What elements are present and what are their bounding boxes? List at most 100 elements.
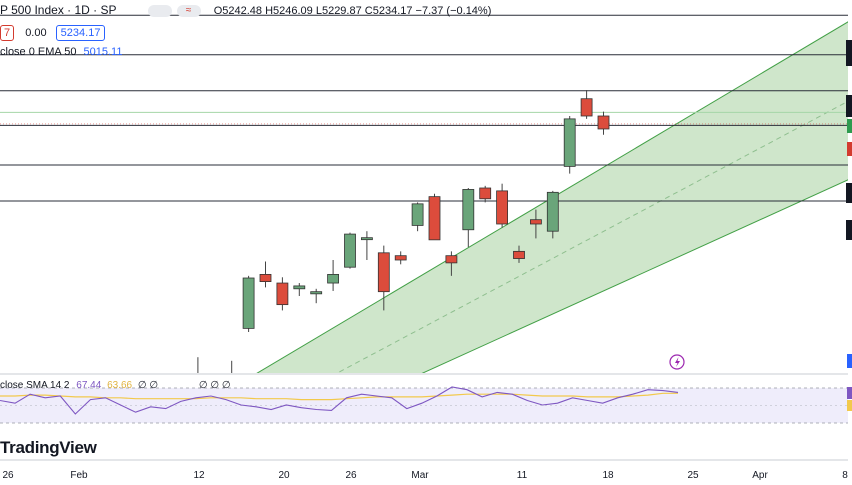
ema-label: close 0 EMA 50 [0, 46, 77, 58]
candle-24 [580, 90, 593, 119]
rsi-line [0, 386, 679, 415]
x-tick-label-6: 11 [517, 470, 528, 481]
x-tick-label-8: 25 [687, 470, 699, 481]
candle-18 [479, 185, 492, 203]
x-tick-label-3: 20 [278, 470, 290, 481]
candle-16 [445, 251, 458, 276]
rsi-sma-line [0, 392, 678, 401]
candle-body-11 [360, 237, 373, 241]
ohlc-values: O5242.48 H5246.09 L5229.87 C5234.17 −7.3… [213, 5, 492, 17]
candle-body-6 [276, 282, 289, 306]
x-tick-label-7: 18 [602, 470, 614, 481]
scale-marker-yellow [847, 400, 852, 411]
scale-marker-red [847, 142, 852, 156]
rsi-label: close SMA 14 2 [0, 380, 70, 391]
channel-median-line [336, 100, 848, 373]
rsi-value: 67.44 [76, 380, 102, 391]
candle-21 [530, 209, 542, 239]
x-tick-label-9: Apr [752, 470, 768, 481]
scale-marker-2 [846, 95, 852, 117]
candle-6 [276, 277, 289, 311]
channel-upper-line [256, 21, 848, 373]
candle-body-22 [546, 191, 559, 232]
scale-marker-3 [846, 183, 852, 203]
candle-13 [394, 251, 407, 265]
candle-14 [411, 202, 424, 232]
ask-badge: 5234.17 [55, 25, 106, 41]
candle-body-7 [293, 285, 306, 290]
symbol-legend: P 500 Index · 1D · SP ≈ O5242.48 H5246.0… [0, 3, 492, 18]
candle-body-17 [462, 189, 475, 231]
compare-toggle-icon[interactable] [147, 5, 172, 18]
candle-22 [546, 190, 559, 239]
right-price-scale [846, 40, 852, 411]
scale-marker-green [847, 119, 852, 133]
candle-body-15 [428, 196, 441, 241]
candle-body-21 [530, 219, 542, 225]
x-tick-label-1: Feb [70, 470, 88, 481]
candle-11 [360, 231, 373, 260]
candle-body-18 [479, 187, 492, 200]
candle-body-8 [310, 291, 323, 295]
scale-marker-purple [847, 387, 852, 399]
candle-body-20 [513, 250, 525, 259]
rsi-null-a: ∅ ∅ [137, 380, 159, 391]
candle-body-19 [496, 190, 509, 225]
wave-icon[interactable]: ≈ [176, 5, 201, 18]
scale-marker-top [846, 40, 852, 66]
candle-17 [462, 188, 475, 248]
rsi-null-b: ∅ ∅ ∅ [198, 380, 231, 391]
channel-fill [257, 21, 848, 373]
candle-body-23 [563, 118, 576, 167]
ema-legend[interactable]: close 0 EMA 50 5015.11 [0, 46, 122, 58]
ema-value: 5015.11 [83, 46, 123, 58]
alert-icon-bolt [675, 357, 680, 367]
rsi-legend[interactable]: close SMA 14 2 67.44 63.66 ∅ ∅ ∅ ∅ ∅ [0, 380, 231, 391]
candle-20 [513, 245, 525, 263]
candle-body-25 [597, 115, 610, 130]
candle-23 [563, 116, 576, 174]
x-tick-label-4: 26 [345, 470, 357, 481]
bid-badge: 7 [0, 25, 15, 41]
candle-10 [344, 232, 356, 269]
candle-1 [197, 357, 199, 373]
spread-value: 0.00 [25, 27, 47, 39]
x-tick-label-5: Mar [411, 470, 429, 481]
channel [256, 21, 848, 373]
candle-7 [293, 283, 306, 296]
scale-marker-4 [846, 220, 852, 240]
x-tick-label-2: 12 [193, 470, 205, 481]
symbol-title: P 500 Index · 1D · SP [0, 3, 117, 17]
x-tick-label-0: 26 [2, 470, 14, 481]
candle-body-5 [259, 273, 272, 282]
candle-9 [327, 260, 340, 291]
candle-body-10 [344, 233, 356, 268]
rsi-pane [0, 373, 848, 461]
candle-body-13 [394, 255, 407, 261]
horizontal-levels [0, 14, 848, 202]
alert-lightning-icon [669, 354, 685, 370]
candle-12 [377, 245, 390, 311]
x-axis: 26 Feb 12 20 26 Mar 11 18 25 Apr 8 [2, 470, 848, 481]
scale-marker-blue [847, 354, 852, 368]
candle-4 [242, 275, 255, 332]
candle-3 [231, 360, 233, 373]
candle-body-16 [445, 255, 458, 264]
candles [197, 90, 610, 373]
candle-15 [428, 193, 441, 241]
candle-body-14 [411, 203, 424, 226]
candle-8 [310, 288, 323, 304]
candle-5 [259, 261, 272, 288]
tradingview-logo: TradingView [0, 438, 97, 457]
candle-19 [496, 183, 509, 228]
candle-body-9 [327, 273, 340, 284]
price-row: 7 0.00 5234.17 [0, 25, 106, 41]
candle-body-12 [377, 252, 390, 293]
channel-lower-line [421, 179, 848, 373]
candle-body-4 [242, 277, 255, 329]
candle-25 [597, 111, 610, 135]
candle-body-24 [580, 98, 593, 117]
x-tick-label-10: 8 [842, 470, 848, 481]
rsi-sma-value: 63.66 [107, 380, 133, 391]
